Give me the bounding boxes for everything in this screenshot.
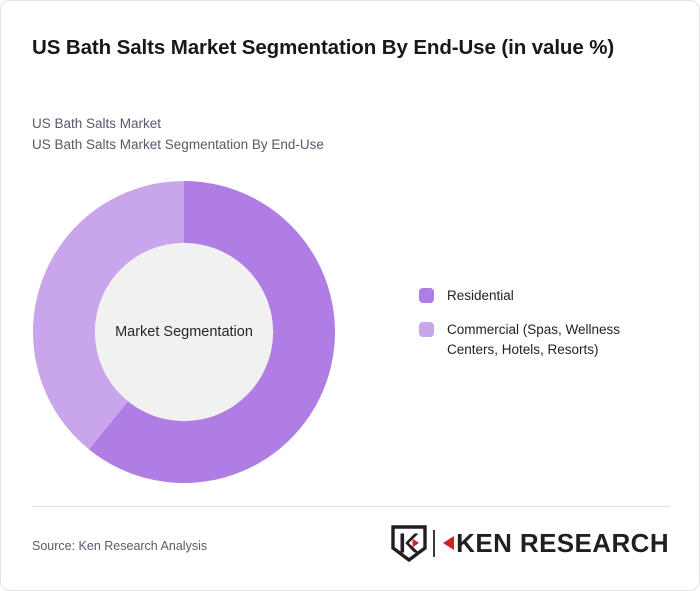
subtitle-group: US Bath Salts Market US Bath Salts Marke…	[32, 113, 632, 155]
brand-wordmark: KEN RESEARCH	[443, 528, 669, 559]
ken-research-shield-icon	[391, 524, 427, 562]
page-title: US Bath Salts Market Segmentation By End…	[32, 36, 615, 59]
brand-triangle-icon	[443, 536, 455, 550]
source-note: Source: Ken Research Analysis	[32, 539, 208, 553]
subtitle-line-2: US Bath Salts Market Segmentation By End…	[32, 137, 324, 152]
legend-swatch-icon	[419, 288, 434, 303]
donut-svg	[33, 181, 335, 483]
brand-name-text: KEN RESEARCH	[456, 527, 669, 558]
chart-plot-area: Market Segmentation Residential Commerci…	[1, 161, 700, 501]
legend-item-commercial[interactable]: Commercial (Spas, Wellness Centers, Hote…	[419, 320, 669, 360]
legend-swatch-icon	[419, 322, 434, 337]
brand-logo: KEN RESEARCH	[391, 524, 669, 562]
footer-divider	[32, 506, 670, 507]
donut-hole	[94, 242, 274, 422]
legend-item-residential[interactable]: Residential	[419, 286, 669, 306]
donut-chart: Market Segmentation	[33, 181, 335, 483]
legend-item-label: Commercial (Spas, Wellness Centers, Hote…	[447, 322, 621, 357]
brand-divider	[433, 529, 436, 557]
subtitle-line-1: US Bath Salts Market	[32, 116, 162, 131]
chart-legend: Residential Commercial (Spas, Wellness C…	[419, 286, 669, 374]
legend-item-label: Residential	[447, 288, 514, 303]
